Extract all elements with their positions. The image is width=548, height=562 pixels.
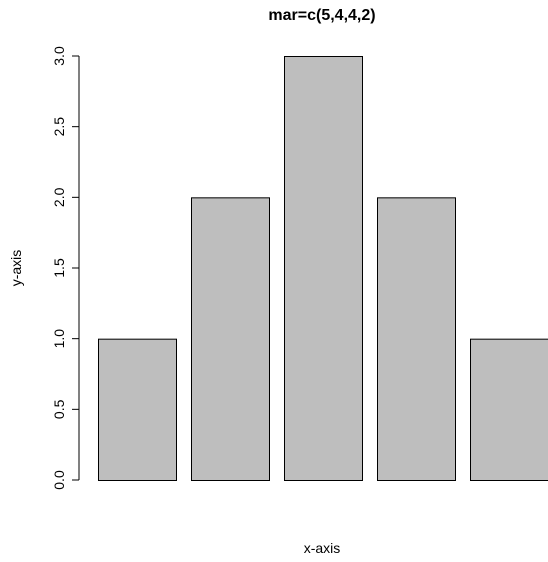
y-axis: 0.0 0.5 1.0 1.5 2.0 2.5 3.0 xyxy=(51,46,79,490)
y-tick-label: 0.0 xyxy=(51,470,67,490)
bars xyxy=(99,57,548,481)
chart-title: mar=c(5,4,4,2) xyxy=(268,7,375,24)
y-tick-label: 1.0 xyxy=(51,329,67,349)
bar-5 xyxy=(471,339,548,480)
y-tick-label: 0.5 xyxy=(51,399,67,419)
bar-2 xyxy=(192,198,270,481)
y-axis-label: y-axis xyxy=(8,250,24,287)
y-tick-label: 3.0 xyxy=(51,46,67,66)
y-tick-label: 2.5 xyxy=(51,117,67,137)
bar-4 xyxy=(378,198,456,481)
x-axis-label: x-axis xyxy=(304,540,341,556)
bar-3 xyxy=(285,57,363,481)
y-tick-label: 2.0 xyxy=(51,187,67,207)
bar-1 xyxy=(99,339,177,480)
y-tick-label: 1.5 xyxy=(51,258,67,278)
